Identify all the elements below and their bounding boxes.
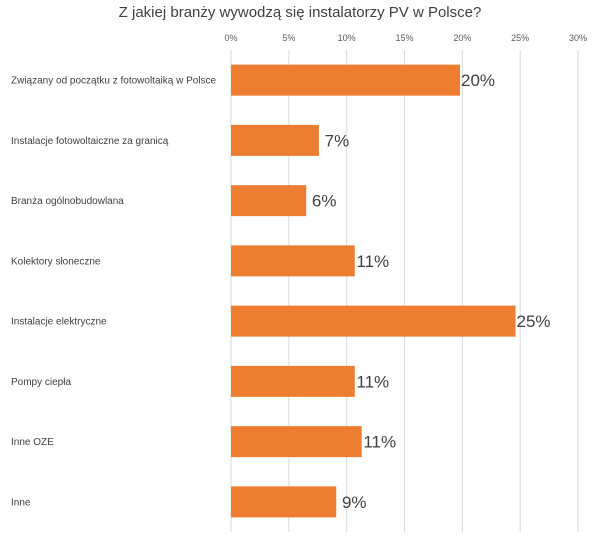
data-label: 11% xyxy=(356,252,389,271)
category-label: Związany od początku z fotowoltaiką w Po… xyxy=(11,76,217,87)
bar xyxy=(231,124,319,156)
bar xyxy=(231,185,307,217)
category-label: Instalacje elektryczne xyxy=(11,317,107,328)
bar xyxy=(231,305,516,337)
data-label: 6% xyxy=(312,192,337,211)
x-tick-label: 0% xyxy=(224,33,237,43)
x-tick-label: 30% xyxy=(569,33,587,43)
category-label: Kolektory słoneczne xyxy=(11,256,101,267)
category-label: Pompy ciepła xyxy=(11,377,71,388)
bar xyxy=(231,426,362,458)
data-label: 7% xyxy=(325,131,350,150)
data-label: 9% xyxy=(342,493,367,512)
x-tick-label: 10% xyxy=(338,33,356,43)
bar xyxy=(231,365,355,397)
category-label: Inne xyxy=(11,497,31,508)
x-tick-label: 25% xyxy=(511,33,529,43)
bar xyxy=(231,486,337,518)
x-tick-label: 20% xyxy=(453,33,471,43)
data-label: 11% xyxy=(363,433,396,452)
gridlines xyxy=(230,50,579,532)
bars xyxy=(231,64,516,518)
data-label: 11% xyxy=(356,372,389,391)
category-label: Inne OZE xyxy=(11,437,54,448)
chart-title: Z jakiej branży wywodzą się instalatorzy… xyxy=(119,4,482,21)
x-tick-label: 15% xyxy=(395,33,413,43)
category-label: Instalacje fotowoltaiczne za granicą xyxy=(11,136,169,147)
data-label: 20% xyxy=(461,71,495,90)
bar xyxy=(231,245,355,277)
category-labels: Związany od początku z fotowoltaiką w Po… xyxy=(11,76,217,509)
data-labels: 20% 7% 6% 11% 25% 11% 11% 9% xyxy=(312,71,551,512)
category-label: Branża ogólnobudowlana xyxy=(11,196,124,207)
x-axis-ticks: 0% 5% 10% 15% 20% 25% 30% xyxy=(224,33,587,43)
bar xyxy=(231,64,461,96)
x-tick-label: 5% xyxy=(282,33,295,43)
data-label: 25% xyxy=(517,312,551,331)
